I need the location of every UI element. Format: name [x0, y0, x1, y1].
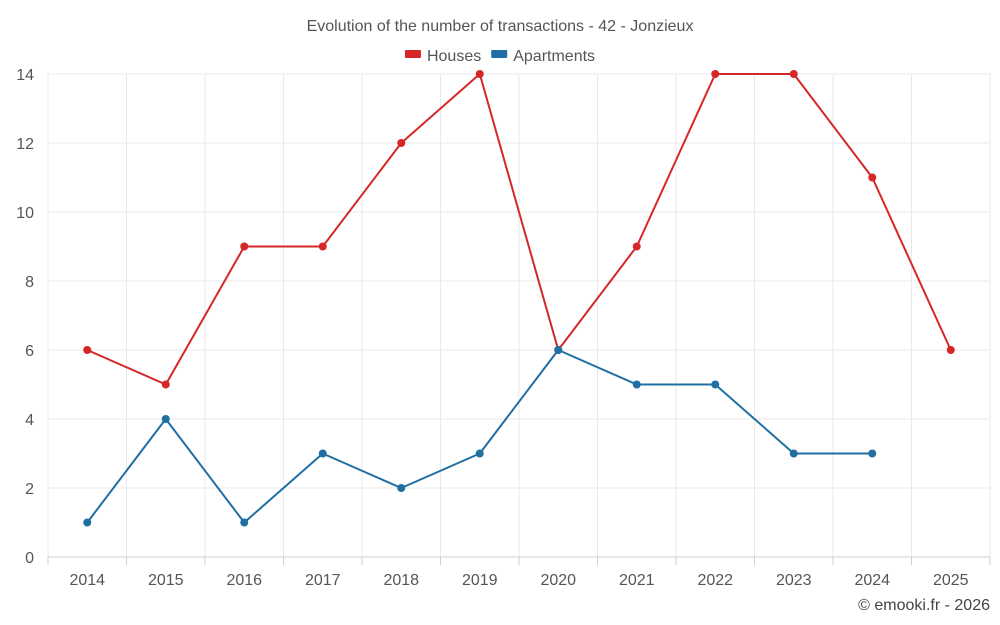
footer-credit: © emooki.fr - 2026 [858, 597, 990, 614]
x-tick-label: 2015 [148, 572, 184, 589]
series-houses [83, 70, 955, 389]
data-point-houses[interactable] [397, 139, 406, 147]
x-tick-label: 2014 [69, 572, 105, 589]
x-tick-label: 2021 [619, 572, 655, 589]
data-point-houses[interactable] [711, 70, 720, 78]
x-tick-label: 2016 [226, 572, 262, 589]
data-point-houses[interactable] [240, 242, 249, 251]
data-point-houses[interactable] [475, 70, 484, 78]
y-tick-label: 10 [16, 205, 34, 222]
data-point-houses[interactable] [632, 242, 641, 251]
data-point-apartments[interactable] [632, 380, 641, 389]
series-line-houses [86, 73, 952, 386]
x-tick-label: 2020 [540, 572, 576, 589]
data-point-apartments[interactable] [868, 449, 877, 458]
data-point-houses[interactable] [789, 70, 798, 78]
series-layer [83, 70, 955, 527]
data-point-apartments[interactable] [240, 518, 249, 527]
data-point-apartments[interactable] [475, 449, 484, 458]
data-point-houses[interactable] [161, 380, 170, 389]
chart-legend: Houses Apartments [404, 48, 595, 65]
x-tick-label: 2024 [854, 572, 890, 589]
data-point-apartments[interactable] [554, 346, 563, 354]
y-tick-label: 2 [25, 481, 34, 498]
legend-label: Apartments [513, 48, 595, 65]
data-point-apartments[interactable] [83, 518, 92, 527]
y-tick-label: 6 [25, 343, 34, 360]
data-point-apartments[interactable] [711, 380, 720, 389]
legend-label: Houses [427, 48, 481, 65]
data-point-apartments[interactable] [397, 484, 406, 492]
data-point-houses[interactable] [946, 346, 955, 354]
data-point-houses[interactable] [868, 173, 877, 182]
legend-swatch [404, 50, 421, 58]
data-point-apartments[interactable] [318, 449, 327, 458]
x-tick-label: 2025 [933, 572, 969, 589]
y-tick-label: 0 [25, 550, 34, 567]
x-tick-label: 2019 [462, 572, 498, 589]
y-tick-label: 8 [25, 274, 34, 291]
chart-title: Evolution of the number of transactions … [307, 18, 694, 35]
data-point-apartments[interactable] [161, 415, 170, 423]
x-tick-label: 2023 [776, 572, 812, 589]
x-tick-label: 2018 [383, 572, 419, 589]
y-tick-label: 4 [25, 412, 34, 429]
data-point-houses[interactable] [318, 242, 327, 251]
y-tick-label: 12 [16, 136, 34, 153]
data-point-apartments[interactable] [789, 449, 798, 458]
legend-item-apartments[interactable]: Apartments [491, 48, 595, 65]
legend-swatch [491, 50, 508, 58]
x-tick-label: 2022 [697, 572, 733, 589]
y-tick-label: 14 [16, 67, 34, 84]
x-tick-label: 2017 [305, 572, 341, 589]
legend-item-houses[interactable]: Houses [404, 48, 481, 65]
data-point-houses[interactable] [83, 346, 92, 354]
series-apartments [83, 346, 877, 527]
axes: 0 2 4 6 8 10 12 14 2014 2015 2016 2017 2018 2019 2020 2… [16, 67, 991, 589]
